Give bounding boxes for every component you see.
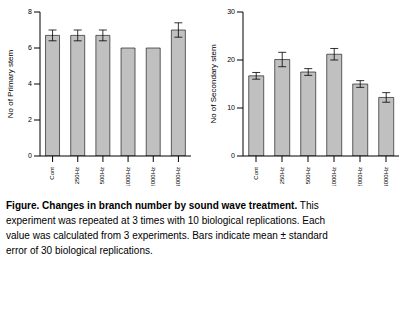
svg-text:Cont: Cont [253,167,259,180]
svg-text:0: 0 [231,152,235,159]
svg-text:250Hz: 250Hz [74,167,80,184]
svg-text:30: 30 [227,8,235,15]
svg-text:Cont: Cont [49,167,55,180]
svg-text:10: 10 [227,104,235,111]
svg-text:500Hz: 500Hz [99,167,105,184]
svg-text:3000Hz: 3000Hz [175,167,181,186]
svg-text:No of Secondary stem: No of Secondary stem [209,44,218,123]
svg-text:2000Hz: 2000Hz [150,167,156,186]
svg-text:4: 4 [28,80,32,87]
svg-text:1000Hz: 1000Hz [331,167,337,186]
svg-text:6: 6 [28,44,32,51]
svg-text:3000Hz: 3000Hz [383,167,389,186]
svg-text:2000Hz: 2000Hz [357,167,363,186]
html-text:Figure. Changes in branch numb: Figure. Changes in branch number by soun… [6,200,328,256]
svg-text:20: 20 [227,56,235,63]
svg-text:0: 0 [28,152,32,159]
svg-text:500Hz: 500Hz [305,167,311,184]
svg-text:8: 8 [28,8,32,15]
svg-text:No of Primary stem: No of Primary stem [8,49,15,118]
svg-text:2: 2 [28,116,32,123]
svg-text:250Hz: 250Hz [279,167,285,184]
svg-text:1000Hz: 1000Hz [125,167,131,186]
